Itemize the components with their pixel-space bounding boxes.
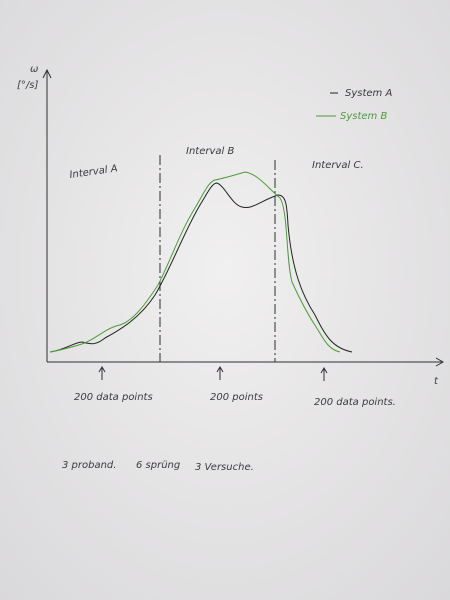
y-unit: [°/s] bbox=[17, 80, 38, 91]
legend-label: System B bbox=[340, 111, 387, 122]
pointer-arrow bbox=[216, 366, 224, 380]
system-b-curve bbox=[49, 171, 341, 353]
annotation: 200 data points. bbox=[314, 397, 396, 408]
annotation: 200 data points bbox=[74, 392, 153, 403]
note: 6 sprüng bbox=[136, 460, 180, 471]
y-label: ω bbox=[30, 64, 38, 75]
legend-label: System A bbox=[345, 88, 392, 99]
note: 3 Versuche. bbox=[195, 462, 254, 473]
annotation: 200 points bbox=[210, 392, 263, 403]
pointer-arrow bbox=[320, 367, 328, 381]
note: 3 proband. bbox=[62, 460, 116, 471]
x-arrow bbox=[435, 357, 445, 367]
interval-label: Interval B bbox=[186, 146, 234, 157]
y-arrow bbox=[42, 68, 52, 79]
x-label: t bbox=[434, 376, 439, 387]
system-a-curve bbox=[49, 182, 353, 353]
pointer-arrow bbox=[98, 366, 106, 380]
interval-label: Interval C. bbox=[312, 160, 364, 171]
